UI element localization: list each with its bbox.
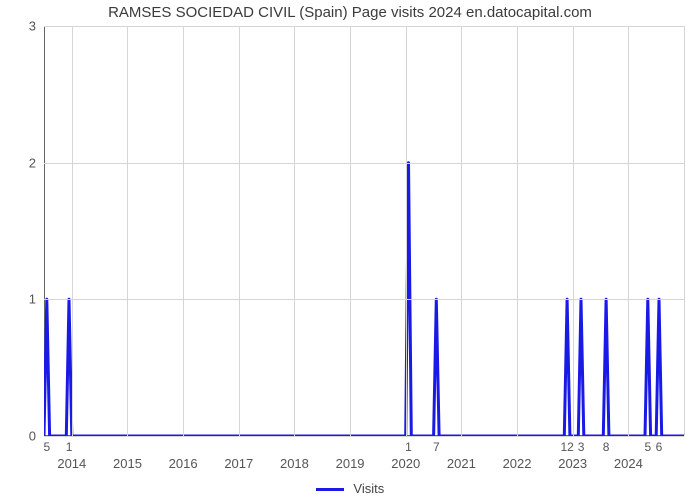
- hgrid-line: [44, 299, 684, 300]
- hgrid-line: [44, 26, 684, 27]
- xtick-year-label: 2021: [447, 456, 476, 471]
- xtick-sub-label: 5: [644, 440, 651, 454]
- legend-swatch: [316, 488, 344, 491]
- ytick-label: 2: [29, 155, 36, 170]
- vgrid-line: [183, 26, 184, 436]
- xtick-sub-label: 1: [405, 440, 412, 454]
- vgrid-line: [573, 26, 574, 436]
- xtick-year-label: 2020: [391, 456, 420, 471]
- xtick-year-label: 2022: [503, 456, 532, 471]
- chart-title: RAMSES SOCIEDAD CIVIL (Spain) Page visit…: [0, 4, 700, 21]
- xtick-sub-label: 8: [603, 440, 610, 454]
- hgrid-line: [44, 436, 684, 437]
- vgrid-line: [127, 26, 128, 436]
- ytick-label: 1: [29, 292, 36, 307]
- legend-label: Visits: [353, 481, 384, 496]
- vgrid-line: [350, 26, 351, 436]
- xtick-sub-label: 6: [656, 440, 663, 454]
- xtick-year-label: 2019: [336, 456, 365, 471]
- plot-right-border: [684, 26, 685, 436]
- vgrid-line: [517, 26, 518, 436]
- xtick-year-label: 2016: [169, 456, 198, 471]
- xtick-year-label: 2014: [57, 456, 86, 471]
- xtick-sub-label: 1: [66, 440, 73, 454]
- ytick-label: 3: [29, 19, 36, 34]
- xtick-sub-label: 12: [560, 440, 573, 454]
- vgrid-line: [461, 26, 462, 436]
- xtick-sub-label: 5: [43, 440, 50, 454]
- vgrid-line: [72, 26, 73, 436]
- legend: Visits: [0, 481, 700, 496]
- xtick-year-label: 2024: [614, 456, 643, 471]
- vgrid-line: [294, 26, 295, 436]
- xtick-year-label: 2015: [113, 456, 142, 471]
- xtick-year-label: 2017: [224, 456, 253, 471]
- ytick-label: 0: [29, 429, 36, 444]
- vgrid-line: [406, 26, 407, 436]
- xtick-year-label: 2018: [280, 456, 309, 471]
- hgrid-line: [44, 163, 684, 164]
- xtick-sub-label: 7: [433, 440, 440, 454]
- xtick-year-label: 2023: [558, 456, 587, 471]
- plot-area: 0123201420152016201720182019202020212022…: [44, 26, 684, 436]
- vgrid-line: [239, 26, 240, 436]
- vgrid-line: [628, 26, 629, 436]
- series-line: [44, 26, 684, 436]
- xtick-sub-label: 3: [578, 440, 585, 454]
